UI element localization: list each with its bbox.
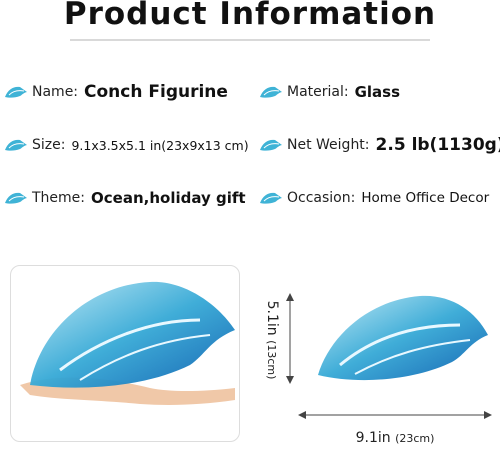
width-dimension: 9.1in (23cm)	[356, 430, 435, 446]
spec-value: Conch Figurine	[84, 82, 228, 102]
shell-icon	[260, 139, 282, 151]
spec-row: Net Weight: 2.5 lb(1130g)	[259, 133, 500, 157]
shell-icon	[260, 86, 282, 98]
spec-row: Name: Conch Figurine	[4, 80, 228, 104]
height: 5.1in	[264, 300, 280, 336]
spec-label: Size:	[32, 137, 66, 153]
shell-icon	[260, 192, 282, 204]
photo-frame	[10, 265, 240, 442]
spec-value: Glass	[354, 83, 401, 101]
shell-left	[30, 281, 235, 388]
spec-label: Material:	[287, 84, 349, 100]
spec-label: Name:	[32, 84, 79, 100]
spec-row: Occasion: Home Office Decor	[259, 186, 489, 210]
title: Product Information	[63, 0, 437, 32]
height-metric: (13cm)	[265, 340, 278, 380]
width-metric: (23cm)	[395, 432, 435, 445]
height-dimension: 5.1in (13cm)	[264, 301, 280, 380]
spec-value: 2.5 lb(1130g)	[375, 135, 500, 155]
spec-label: Occasion:	[287, 190, 356, 206]
spec-row: Material: Glass	[259, 80, 400, 104]
spec-label: Theme:	[32, 190, 86, 206]
shell-right	[318, 295, 488, 381]
spec-value: 9.1x3.5x5.1 in(23x9x13 cm)	[71, 137, 249, 153]
shell-icon	[5, 192, 27, 204]
spec-value: Home Office Decor	[361, 190, 490, 206]
spec-label: Net Weight:	[287, 137, 370, 153]
title-rule	[70, 39, 430, 41]
width: 9.1in	[355, 430, 391, 446]
spec-row: Size: 9.1x3.5x5.1 in(23x9x13 cm)	[4, 133, 249, 157]
spec-value: Ocean,holiday gift	[91, 189, 246, 207]
shell-icon	[5, 139, 27, 151]
shell-icon	[5, 86, 27, 98]
spec-row: Theme: Ocean,holiday gift	[4, 186, 246, 210]
dimension-arrows	[286, 293, 492, 419]
